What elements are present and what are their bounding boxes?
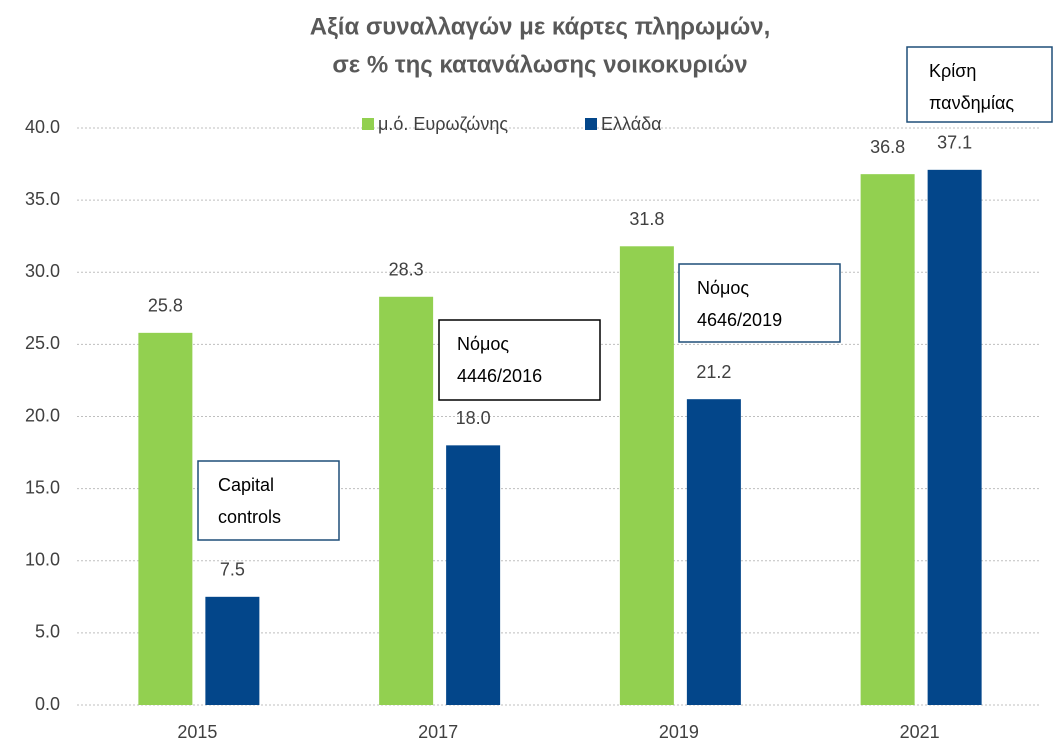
annotation-text: 4446/2016 [457, 366, 542, 386]
annotation-text: Κρίση [929, 61, 976, 81]
x-tick-label: 2015 [177, 722, 217, 742]
y-tick-label: 10.0 [25, 550, 60, 570]
data-label: 18.0 [456, 408, 491, 428]
bar [138, 332, 193, 705]
data-label: 37.1 [937, 133, 972, 153]
bar [860, 174, 915, 705]
chart-title: σε % της κατανάλωσης νοικοκυριών [332, 51, 747, 78]
annotation-text: controls [218, 507, 281, 527]
x-tick-label: 2017 [418, 722, 458, 742]
annotation-text: πανδημίας [929, 93, 1014, 113]
x-tick-label: 2019 [659, 722, 699, 742]
annotation-box [678, 263, 841, 343]
bar [446, 445, 501, 705]
annotation-text: Νόμος [697, 278, 749, 298]
annotation-box [197, 460, 340, 541]
y-tick-label: 5.0 [35, 622, 60, 642]
legend-label: Ελλάδα [601, 114, 662, 134]
y-tick-label: 40.0 [25, 117, 60, 137]
annotation-text: Νόμος [457, 334, 509, 354]
data-label: 7.5 [220, 560, 245, 580]
data-label: 21.2 [696, 362, 731, 382]
annotation-text: Capital [218, 475, 274, 495]
annotation-box [906, 46, 1053, 123]
bar [205, 596, 260, 705]
data-label: 25.8 [148, 296, 183, 316]
data-label: 28.3 [389, 260, 424, 280]
x-tick-label: 2021 [900, 722, 940, 742]
annotation-text: 4646/2019 [697, 310, 782, 330]
chart-title: Αξία συναλλαγών με κάρτες πληρωμών, [310, 13, 771, 40]
bar [619, 246, 674, 705]
legend-swatch [585, 118, 597, 130]
y-tick-label: 20.0 [25, 405, 60, 425]
data-label: 36.8 [870, 137, 905, 157]
legend-label: μ.ό. Ευρωζώνης [378, 114, 508, 134]
legend-swatch [362, 118, 374, 130]
bar [927, 169, 982, 705]
bar [379, 296, 434, 705]
bar [686, 399, 741, 705]
y-tick-label: 30.0 [25, 261, 60, 281]
y-tick-label: 0.0 [35, 694, 60, 714]
y-tick-label: 15.0 [25, 477, 60, 497]
annotation-box [438, 319, 601, 401]
y-tick-label: 25.0 [25, 333, 60, 353]
y-tick-label: 35.0 [25, 189, 60, 209]
data-label: 31.8 [629, 209, 664, 229]
